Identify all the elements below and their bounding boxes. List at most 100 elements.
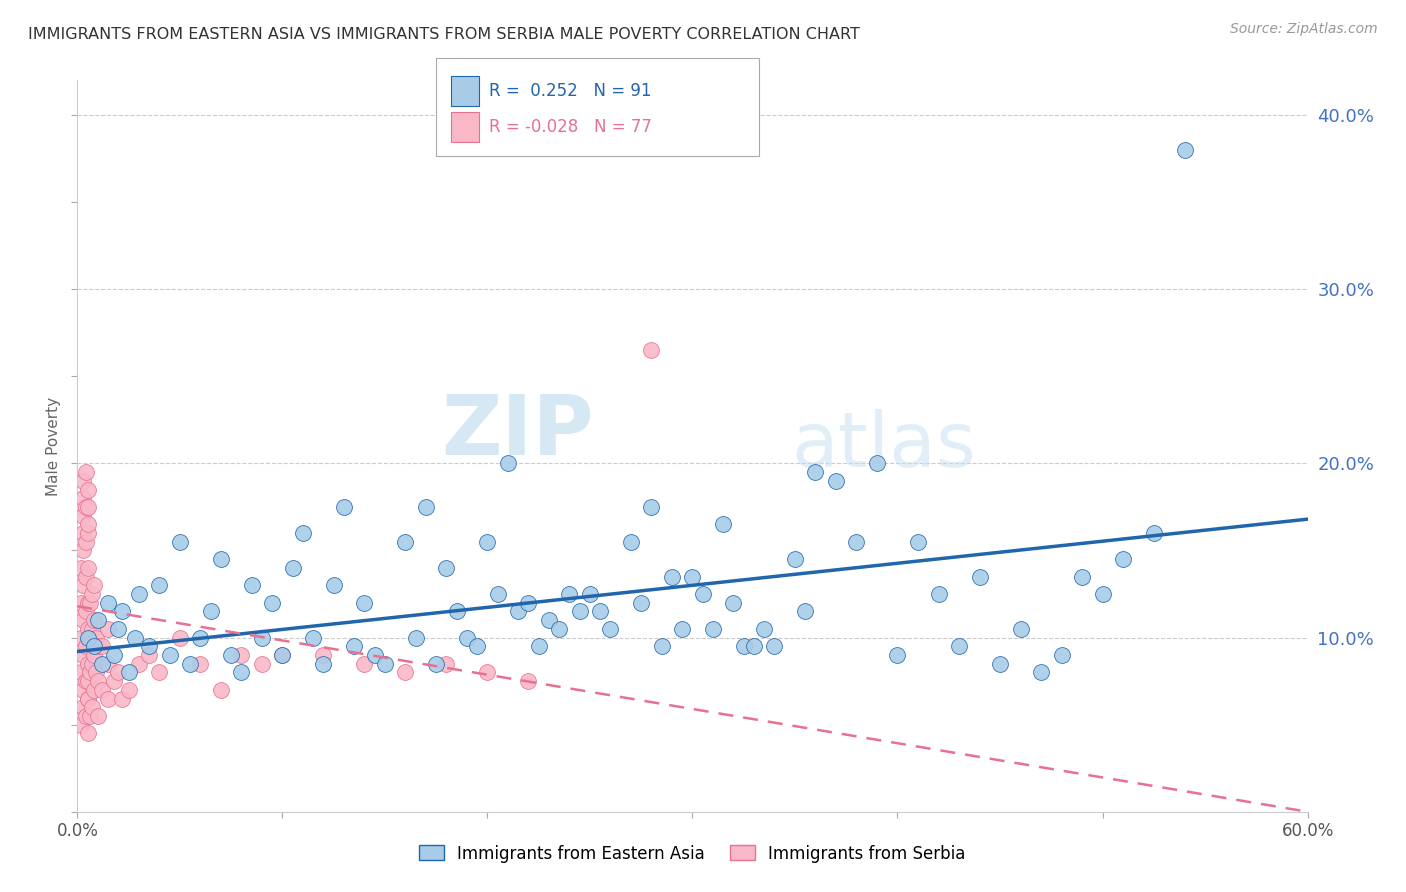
Point bbox=[83, 682, 105, 697]
Point bbox=[76, 483, 98, 497]
Point bbox=[75, 709, 97, 723]
Point bbox=[486, 587, 509, 601]
Point bbox=[87, 613, 110, 627]
Point bbox=[70, 717, 93, 731]
Point bbox=[1050, 648, 1073, 662]
Point bbox=[76, 500, 98, 514]
Point bbox=[75, 604, 97, 618]
Point bbox=[75, 500, 97, 514]
Point bbox=[70, 665, 93, 680]
Point bbox=[90, 657, 114, 671]
Point bbox=[928, 587, 950, 601]
Point bbox=[70, 561, 93, 575]
Point bbox=[117, 665, 139, 680]
Point bbox=[415, 500, 437, 514]
Point bbox=[508, 604, 530, 618]
Text: R =  0.252   N = 91: R = 0.252 N = 91 bbox=[489, 82, 652, 100]
Point bbox=[117, 682, 139, 697]
Point bbox=[219, 648, 242, 662]
Point bbox=[262, 596, 284, 610]
Point bbox=[76, 691, 98, 706]
Point bbox=[548, 622, 571, 636]
Point bbox=[312, 657, 335, 671]
Point bbox=[630, 596, 652, 610]
Point bbox=[76, 517, 98, 532]
Text: ZIP: ZIP bbox=[441, 391, 595, 472]
Point bbox=[333, 500, 356, 514]
Point bbox=[72, 508, 94, 523]
Point bbox=[76, 622, 98, 636]
Point bbox=[75, 465, 97, 479]
Point bbox=[80, 622, 103, 636]
Point bbox=[322, 578, 344, 592]
Point bbox=[425, 657, 447, 671]
Point bbox=[436, 657, 458, 671]
Point bbox=[124, 631, 146, 645]
Point bbox=[1071, 569, 1094, 583]
Point bbox=[76, 657, 98, 671]
Point bbox=[76, 631, 98, 645]
Point bbox=[138, 640, 160, 654]
Point bbox=[90, 640, 114, 654]
Point bbox=[794, 604, 817, 618]
Point bbox=[72, 648, 94, 662]
Point bbox=[394, 665, 416, 680]
Point bbox=[75, 674, 97, 689]
Point bbox=[599, 622, 621, 636]
Point bbox=[312, 648, 335, 662]
Point bbox=[107, 665, 129, 680]
Point bbox=[231, 665, 253, 680]
Point bbox=[169, 534, 191, 549]
Point bbox=[76, 561, 98, 575]
Point bbox=[825, 474, 848, 488]
Point bbox=[231, 648, 253, 662]
Point bbox=[80, 657, 103, 671]
Point bbox=[75, 534, 97, 549]
Point bbox=[692, 587, 714, 601]
Point bbox=[128, 587, 150, 601]
Text: R = -0.028   N = 77: R = -0.028 N = 77 bbox=[489, 118, 652, 136]
Point bbox=[496, 457, 519, 471]
Point bbox=[84, 665, 107, 680]
Point bbox=[72, 682, 94, 697]
Point bbox=[1029, 665, 1052, 680]
Point bbox=[537, 613, 560, 627]
Point bbox=[200, 604, 222, 618]
Point bbox=[83, 648, 105, 662]
Point bbox=[866, 457, 889, 471]
Point bbox=[87, 674, 110, 689]
Point bbox=[209, 682, 232, 697]
Point bbox=[886, 648, 908, 662]
Point bbox=[72, 474, 94, 488]
Point bbox=[111, 691, 134, 706]
Point bbox=[72, 491, 94, 506]
Point bbox=[169, 631, 191, 645]
Point bbox=[148, 578, 170, 592]
Point bbox=[209, 552, 232, 566]
Point bbox=[477, 534, 499, 549]
Point bbox=[456, 631, 478, 645]
Point bbox=[72, 700, 94, 714]
Point bbox=[804, 465, 827, 479]
Point bbox=[465, 640, 488, 654]
Point bbox=[111, 604, 134, 618]
Point bbox=[87, 709, 110, 723]
Point bbox=[179, 657, 201, 671]
Point bbox=[517, 596, 540, 610]
Text: IMMIGRANTS FROM EASTERN ASIA VS IMMIGRANTS FROM SERBIA MALE POVERTY CORRELATION : IMMIGRANTS FROM EASTERN ASIA VS IMMIGRAN… bbox=[28, 27, 860, 42]
Point bbox=[107, 622, 129, 636]
Point bbox=[97, 596, 120, 610]
Point bbox=[394, 534, 416, 549]
Point bbox=[568, 604, 591, 618]
Point bbox=[240, 578, 263, 592]
Point bbox=[90, 682, 114, 697]
Point bbox=[79, 631, 101, 645]
Point bbox=[907, 534, 929, 549]
Point bbox=[79, 665, 101, 680]
Point bbox=[76, 726, 98, 740]
Point bbox=[79, 709, 101, 723]
Point bbox=[75, 569, 97, 583]
Point bbox=[83, 640, 105, 654]
Point bbox=[988, 657, 1011, 671]
Point bbox=[783, 552, 806, 566]
